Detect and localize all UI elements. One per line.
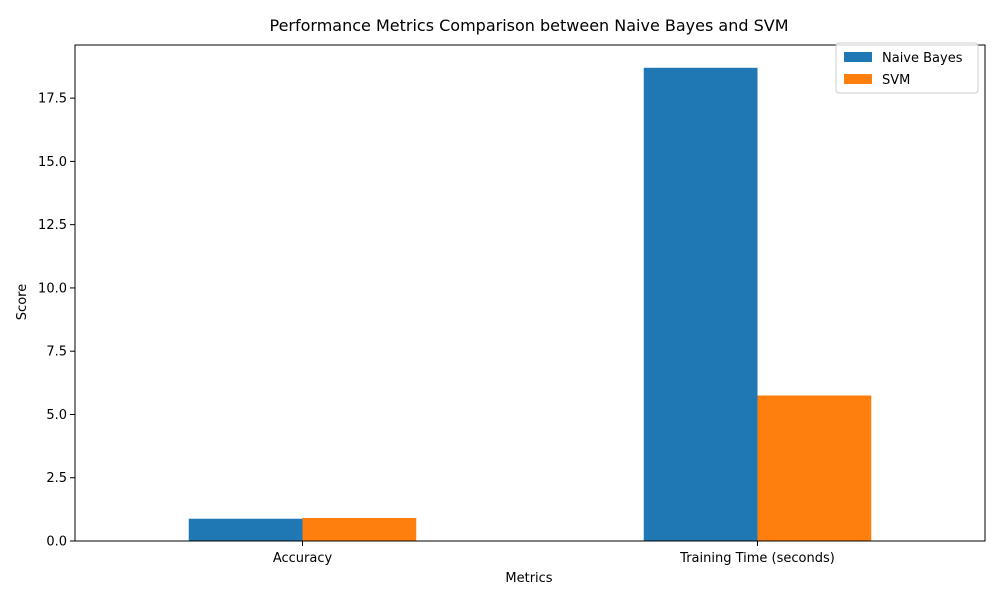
y-axis: 0.0 2.5 5.0 7.5 10.0 12.5 15.0 17.5	[38, 92, 75, 550]
legend-label: SVM	[882, 73, 910, 88]
x-axis: Accuracy Training Time (seconds)	[273, 541, 835, 566]
x-axis-label: Metrics	[505, 571, 552, 586]
bar	[302, 517, 417, 541]
plot-frame	[74, 44, 986, 542]
y-tick-label: 17.5	[38, 92, 67, 107]
legend: Naive Bayes SVM	[835, 42, 979, 94]
bar	[757, 395, 872, 541]
bar	[643, 67, 758, 541]
y-tick-label: 2.5	[46, 471, 67, 486]
bar	[188, 518, 303, 541]
legend-label: Naive Bayes	[882, 51, 963, 66]
y-tick-label: 10.0	[38, 281, 67, 296]
y-tick-label: 5.0	[46, 408, 67, 423]
y-axis-label: Score	[15, 284, 30, 320]
x-tick-label: Training Time (seconds)	[679, 551, 835, 566]
x-tick-label: Accuracy	[273, 551, 333, 566]
chart-title: Performance Metrics Comparison between N…	[269, 16, 788, 35]
plot-area	[74, 44, 986, 542]
legend-swatch	[844, 74, 872, 84]
legend-swatch	[844, 52, 872, 62]
y-tick-label: 12.5	[38, 218, 67, 233]
y-tick-label: 15.0	[38, 155, 67, 170]
y-tick-label: 7.5	[46, 345, 67, 360]
y-tick-label: 0.0	[46, 535, 67, 550]
